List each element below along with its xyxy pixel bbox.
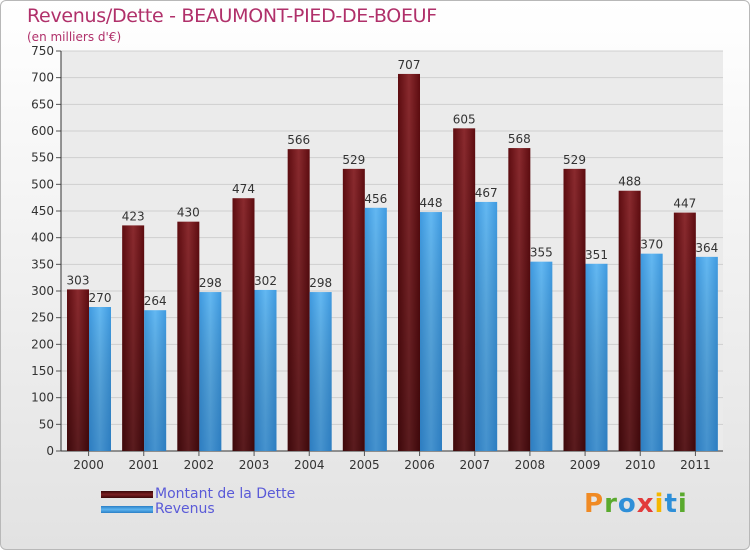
data-label-dette: 707 — [398, 58, 421, 72]
data-label-dette: 303 — [67, 273, 90, 287]
bar-revenus-shade — [309, 292, 332, 451]
data-label-revenus: 298 — [309, 276, 332, 290]
bar-dette-shade — [177, 221, 200, 451]
y-tick-label: 150 — [31, 364, 54, 378]
legend-swatch-dette — [101, 491, 153, 498]
data-label-dette: 605 — [453, 112, 476, 126]
data-label-dette: 430 — [177, 206, 200, 220]
chart-title: Revenus/Dette - BEAUMONT-PIED-DE-BOEUF — [27, 5, 437, 27]
bar-revenus-shade — [364, 207, 387, 451]
data-label-dette: 423 — [122, 209, 145, 223]
x-tick-label: 2004 — [294, 458, 325, 472]
legend-item-dette: Montant de la Dette — [101, 487, 295, 502]
bar-dette-shade — [67, 289, 89, 451]
data-label-dette: 488 — [618, 175, 641, 189]
bar-revenus-shade — [254, 289, 277, 451]
y-tick-label: 100 — [31, 391, 54, 405]
legend-item-revenus: Revenus — [101, 502, 295, 517]
data-label-revenus: 302 — [254, 274, 277, 288]
data-label-revenus: 370 — [640, 238, 663, 252]
y-tick-label: 550 — [31, 151, 54, 165]
bar-dette-shade — [673, 212, 696, 451]
y-tick-label: 0 — [46, 444, 54, 458]
bar-revenus-shade — [585, 263, 608, 451]
x-tick-label: 2009 — [570, 458, 601, 472]
y-tick-label: 750 — [31, 44, 54, 58]
x-tick-label: 2001 — [128, 458, 159, 472]
data-label-revenus: 264 — [144, 294, 167, 308]
y-tick-label: 200 — [31, 337, 54, 351]
bar-revenus-shade — [695, 256, 718, 451]
bar-dette-shade — [398, 73, 420, 451]
bar-revenus-shade — [475, 201, 498, 451]
legend-label-dette: Montant de la Dette — [155, 486, 296, 502]
y-tick-label: 650 — [31, 97, 54, 111]
logo-letter: t — [664, 489, 678, 519]
proxiti-logo: Proxiti — [584, 489, 688, 519]
bar-revenus-shade — [89, 307, 111, 451]
x-tick-label: 2006 — [404, 458, 435, 472]
data-label-revenus: 351 — [585, 248, 608, 262]
x-tick-label: 2008 — [515, 458, 546, 472]
data-label-dette: 568 — [508, 132, 531, 146]
bar-revenus-shade — [144, 310, 167, 451]
data-label-revenus: 448 — [420, 196, 443, 210]
legend: Montant de la Dette Revenus — [101, 487, 295, 517]
bar-dette-shade — [618, 190, 641, 451]
data-label-revenus: 298 — [199, 276, 222, 290]
x-tick-label: 2007 — [459, 458, 490, 472]
data-label-dette: 529 — [342, 153, 365, 167]
y-tick-label: 400 — [31, 231, 54, 245]
x-tick-label: 2003 — [239, 458, 270, 472]
y-tick-label: 50 — [39, 417, 54, 431]
logo-letter: P — [584, 489, 605, 519]
plot-area — [61, 51, 723, 451]
bar-dette-shade — [232, 198, 255, 451]
data-label-revenus: 467 — [475, 186, 498, 200]
y-tick-label: 600 — [31, 124, 54, 138]
data-label-dette: 566 — [287, 133, 310, 147]
logo-letter: o — [617, 489, 637, 519]
chart-subtitle: (en milliers d'€) — [27, 30, 122, 44]
x-tick-label: 2011 — [680, 458, 711, 472]
x-tick-label: 2005 — [349, 458, 380, 472]
logo-letter: r — [604, 489, 618, 519]
bar-dette-shade — [122, 225, 145, 451]
x-tick-label: 2000 — [73, 458, 104, 472]
y-tick-label: 300 — [31, 284, 54, 298]
y-tick-label: 700 — [31, 71, 54, 85]
data-label-dette: 474 — [232, 182, 255, 196]
bar-revenus-shade — [530, 261, 553, 451]
bar-dette-shade — [508, 148, 531, 452]
logo-letter: i — [654, 489, 665, 519]
x-tick-label: 2010 — [625, 458, 656, 472]
x-tick-label: 2002 — [184, 458, 215, 472]
legend-swatch-revenus — [101, 506, 153, 513]
bar-dette-shade — [563, 168, 586, 451]
data-label-revenus: 364 — [695, 241, 718, 255]
bar-dette-shade — [342, 168, 365, 451]
data-label-dette: 529 — [563, 153, 586, 167]
bar-dette-shade — [453, 128, 476, 451]
data-label-revenus: 456 — [364, 192, 387, 206]
bar-revenus-shade — [199, 292, 222, 451]
bar-dette-shade — [287, 149, 310, 451]
y-tick-label: 350 — [31, 257, 54, 271]
y-tick-label: 500 — [31, 177, 54, 191]
bar-revenus-shade — [640, 253, 663, 451]
data-label-dette: 447 — [673, 197, 696, 211]
data-label-revenus: 270 — [89, 291, 112, 305]
legend-label-revenus: Revenus — [155, 501, 215, 517]
bar-revenus-shade — [420, 212, 442, 451]
y-tick-label: 250 — [31, 311, 54, 325]
y-tick-label: 450 — [31, 204, 54, 218]
logo-letter: x — [636, 489, 655, 519]
logo-letter: i — [677, 489, 688, 519]
data-label-revenus: 355 — [530, 246, 553, 260]
